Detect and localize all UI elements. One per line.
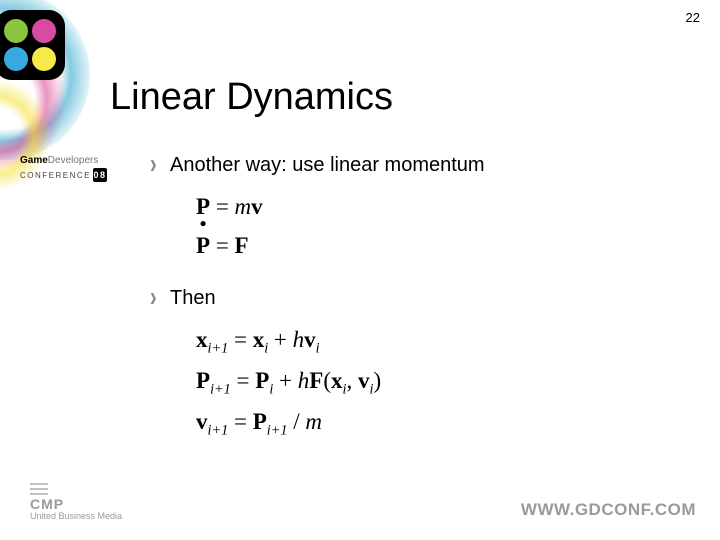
bullet-text: Another way: use linear momentum xyxy=(170,154,485,176)
leaf-icon xyxy=(32,47,56,71)
gdc-badge-subtitle: CONFERENCE08 xyxy=(20,168,110,182)
clover-icon xyxy=(0,10,65,80)
gdc-year-badge: 08 xyxy=(93,168,107,182)
equation-P-update: Pi+1 = Pi + hF(xi, vi) xyxy=(196,361,670,402)
gdc-badge-title-bold: Game xyxy=(20,155,48,166)
equation-x-update: xi+1 = xi + hvi xyxy=(196,320,670,361)
page-number: 22 xyxy=(686,10,700,25)
slide-title: Linear Dynamics xyxy=(110,76,393,119)
leaf-icon xyxy=(4,19,28,43)
gdc-badge-title: GameDevelopers xyxy=(20,155,110,166)
bullet-item: Another way: use linear momentum xyxy=(150,154,670,177)
equation-Pdot-eq-F: P = F xyxy=(196,226,670,265)
equation-P-eq-mv: P = mv xyxy=(196,187,670,226)
gdc-badge: GameDevelopers CONFERENCE08 xyxy=(20,155,110,182)
equation-block: xi+1 = xi + hvi Pi+1 = Pi + hF(xi, vi) v… xyxy=(196,320,670,443)
footer-url: WWW.GDCONF.COM xyxy=(521,500,696,520)
equation-v-update: vi+1 = Pi+1 / m xyxy=(196,402,670,443)
cmp-logo: CMP United Business Media xyxy=(30,483,122,522)
gdc-badge-title-light: Developers xyxy=(48,155,99,166)
cmp-name: CMP xyxy=(30,497,122,512)
cmp-bars-icon xyxy=(30,483,48,495)
cmp-sub: United Business Media xyxy=(30,511,122,521)
leaf-icon xyxy=(4,47,28,71)
slide-body: Another way: use linear momentum P = mv … xyxy=(150,150,670,465)
equation-block: P = mv P = F xyxy=(196,187,670,265)
bullet-text: Then xyxy=(170,287,216,309)
gdc-badge-subtitle-text: CONFERENCE xyxy=(20,171,91,180)
bullet-item: Then xyxy=(150,287,670,310)
leaf-icon xyxy=(32,19,56,43)
